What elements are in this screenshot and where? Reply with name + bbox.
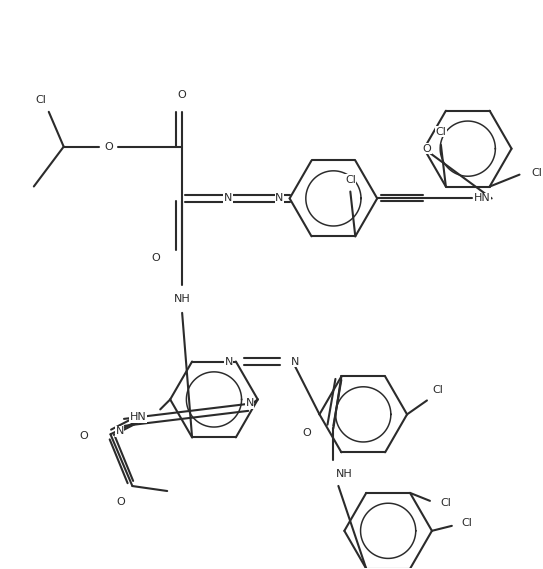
- Text: Cl: Cl: [435, 127, 446, 137]
- Text: O: O: [151, 253, 160, 263]
- Text: Cl: Cl: [462, 518, 472, 528]
- Text: O: O: [80, 431, 89, 442]
- Text: N: N: [224, 193, 232, 203]
- Text: Cl: Cl: [345, 175, 356, 184]
- Text: O: O: [116, 497, 125, 507]
- Text: N: N: [224, 357, 233, 366]
- Text: O: O: [422, 143, 431, 154]
- Text: Cl: Cl: [35, 95, 46, 105]
- Text: O: O: [303, 428, 312, 438]
- Text: NH: NH: [174, 294, 191, 304]
- Text: Cl: Cl: [432, 385, 443, 395]
- Text: Cl: Cl: [440, 498, 451, 508]
- Text: Cl: Cl: [532, 168, 542, 178]
- Text: N: N: [245, 398, 254, 409]
- Text: N: N: [291, 357, 299, 366]
- Text: O: O: [104, 142, 113, 152]
- Text: NH: NH: [336, 469, 352, 479]
- Text: O: O: [178, 90, 186, 100]
- Text: N: N: [116, 426, 124, 436]
- Text: N: N: [275, 193, 283, 203]
- Text: HN: HN: [473, 193, 490, 203]
- Text: HN: HN: [130, 413, 146, 422]
